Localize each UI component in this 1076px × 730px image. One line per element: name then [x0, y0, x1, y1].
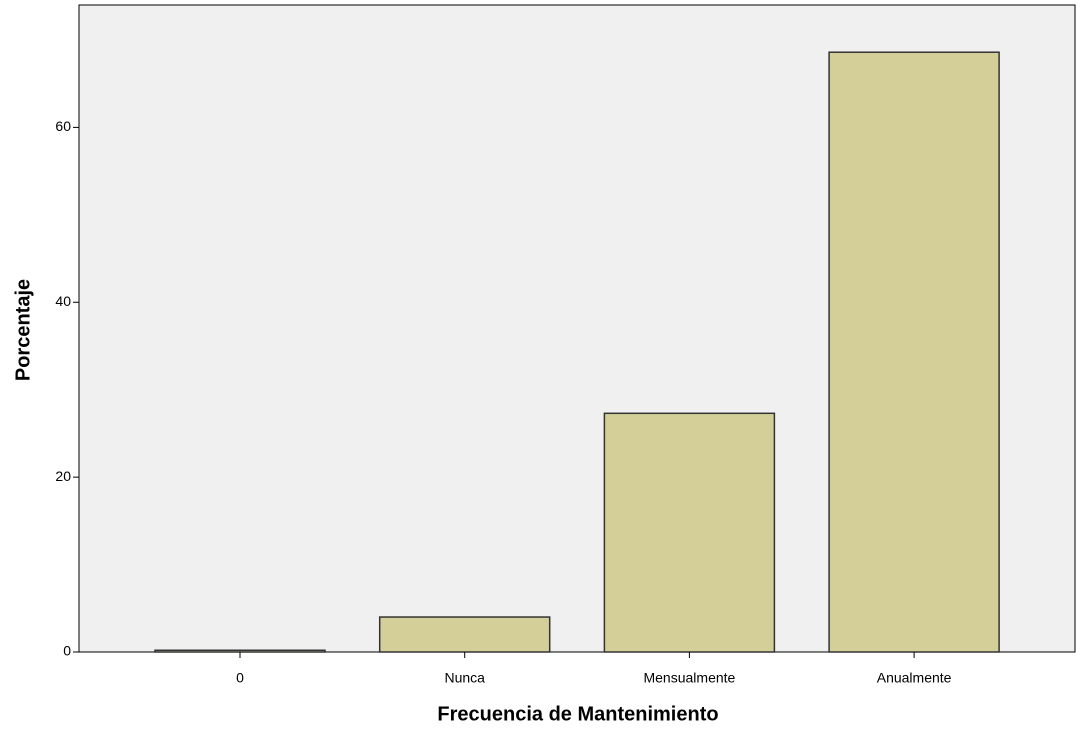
x-tick-label: Mensualmente	[643, 670, 735, 686]
y-tick-label: 0	[63, 643, 71, 659]
x-tick-label: 0	[236, 670, 244, 686]
bar	[154, 649, 326, 653]
bar	[828, 51, 1000, 653]
bar	[378, 616, 551, 653]
bar	[603, 412, 776, 653]
y-tick-label: 40	[55, 293, 71, 309]
y-axis-label: Porcentaje	[12, 279, 34, 381]
x-tick-label: Anualmente	[877, 670, 952, 686]
y-tick-label: 60	[55, 118, 71, 134]
y-tick-label: 20	[55, 468, 71, 484]
x-tick-label: Nunca	[444, 670, 485, 686]
x-axis-label: Frecuencia de Mantenimiento	[437, 703, 718, 725]
